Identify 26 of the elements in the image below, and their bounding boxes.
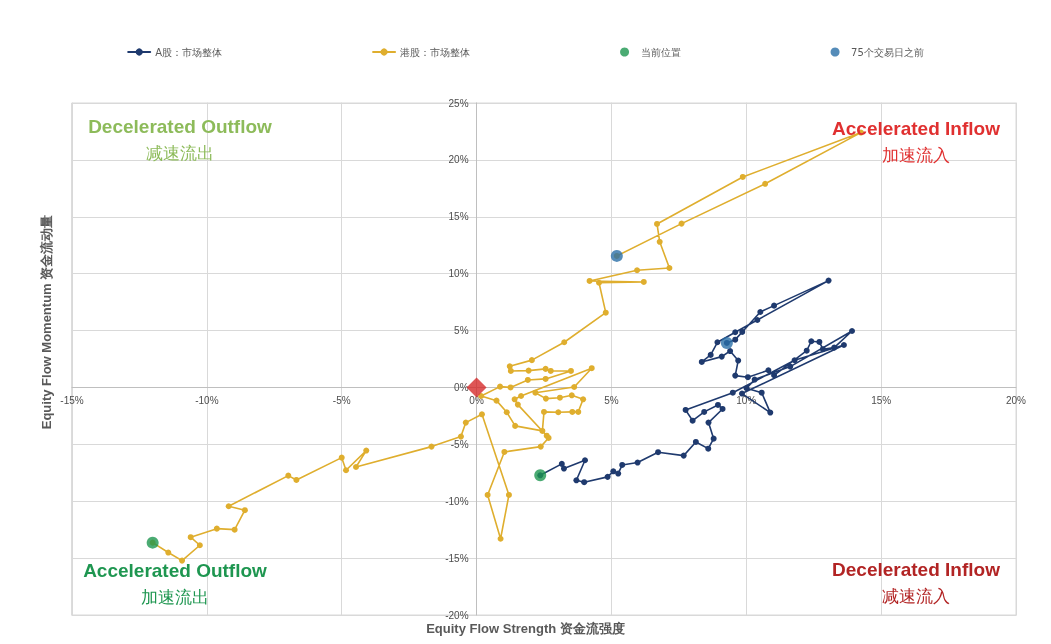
- x-tick-label: 15%: [871, 394, 892, 406]
- annotation: Decelerated Inflow 减速流入: [832, 558, 1001, 606]
- y-tick-label: -20%: [445, 609, 469, 621]
- x-tick-label: 20%: [1005, 394, 1027, 406]
- legend-label: 港股：市场整体: [400, 46, 471, 58]
- x-tick-label: -10%: [195, 394, 219, 406]
- annotation: Decelerated Outflow 减速流出: [88, 115, 273, 163]
- y-tick-label: -10%: [445, 495, 469, 507]
- y-tick-label: 10%: [448, 268, 469, 280]
- y-tick-label: 5%: [454, 325, 469, 337]
- x-tick-label: -15%: [60, 394, 84, 406]
- y-tick-label: -5%: [450, 438, 469, 450]
- y-tick-label: 25%: [448, 97, 469, 109]
- y-tick-label: 15%: [448, 211, 469, 223]
- annotation: Accelerated Outflow 加速流出: [83, 559, 268, 607]
- x-tick-label: 5%: [604, 394, 619, 406]
- x-axis-title: Equity Flow Strength 资金流强度: [426, 621, 625, 636]
- y-tick-label: -15%: [445, 552, 469, 564]
- legend-label: 75个交易日之前: [851, 46, 924, 58]
- x-tick-label: -5%: [332, 394, 351, 406]
- y-tick-label: 20%: [448, 154, 469, 166]
- legend-label: 当前位置: [640, 46, 681, 58]
- y-axis-title: Equity Flow Momentum 资金流动量: [39, 214, 54, 430]
- legend-label: A股：市场整体: [155, 46, 223, 58]
- y-tick-label: 0%: [454, 381, 469, 393]
- annotation: Accelerated Inflow 加速流入: [832, 117, 1001, 165]
